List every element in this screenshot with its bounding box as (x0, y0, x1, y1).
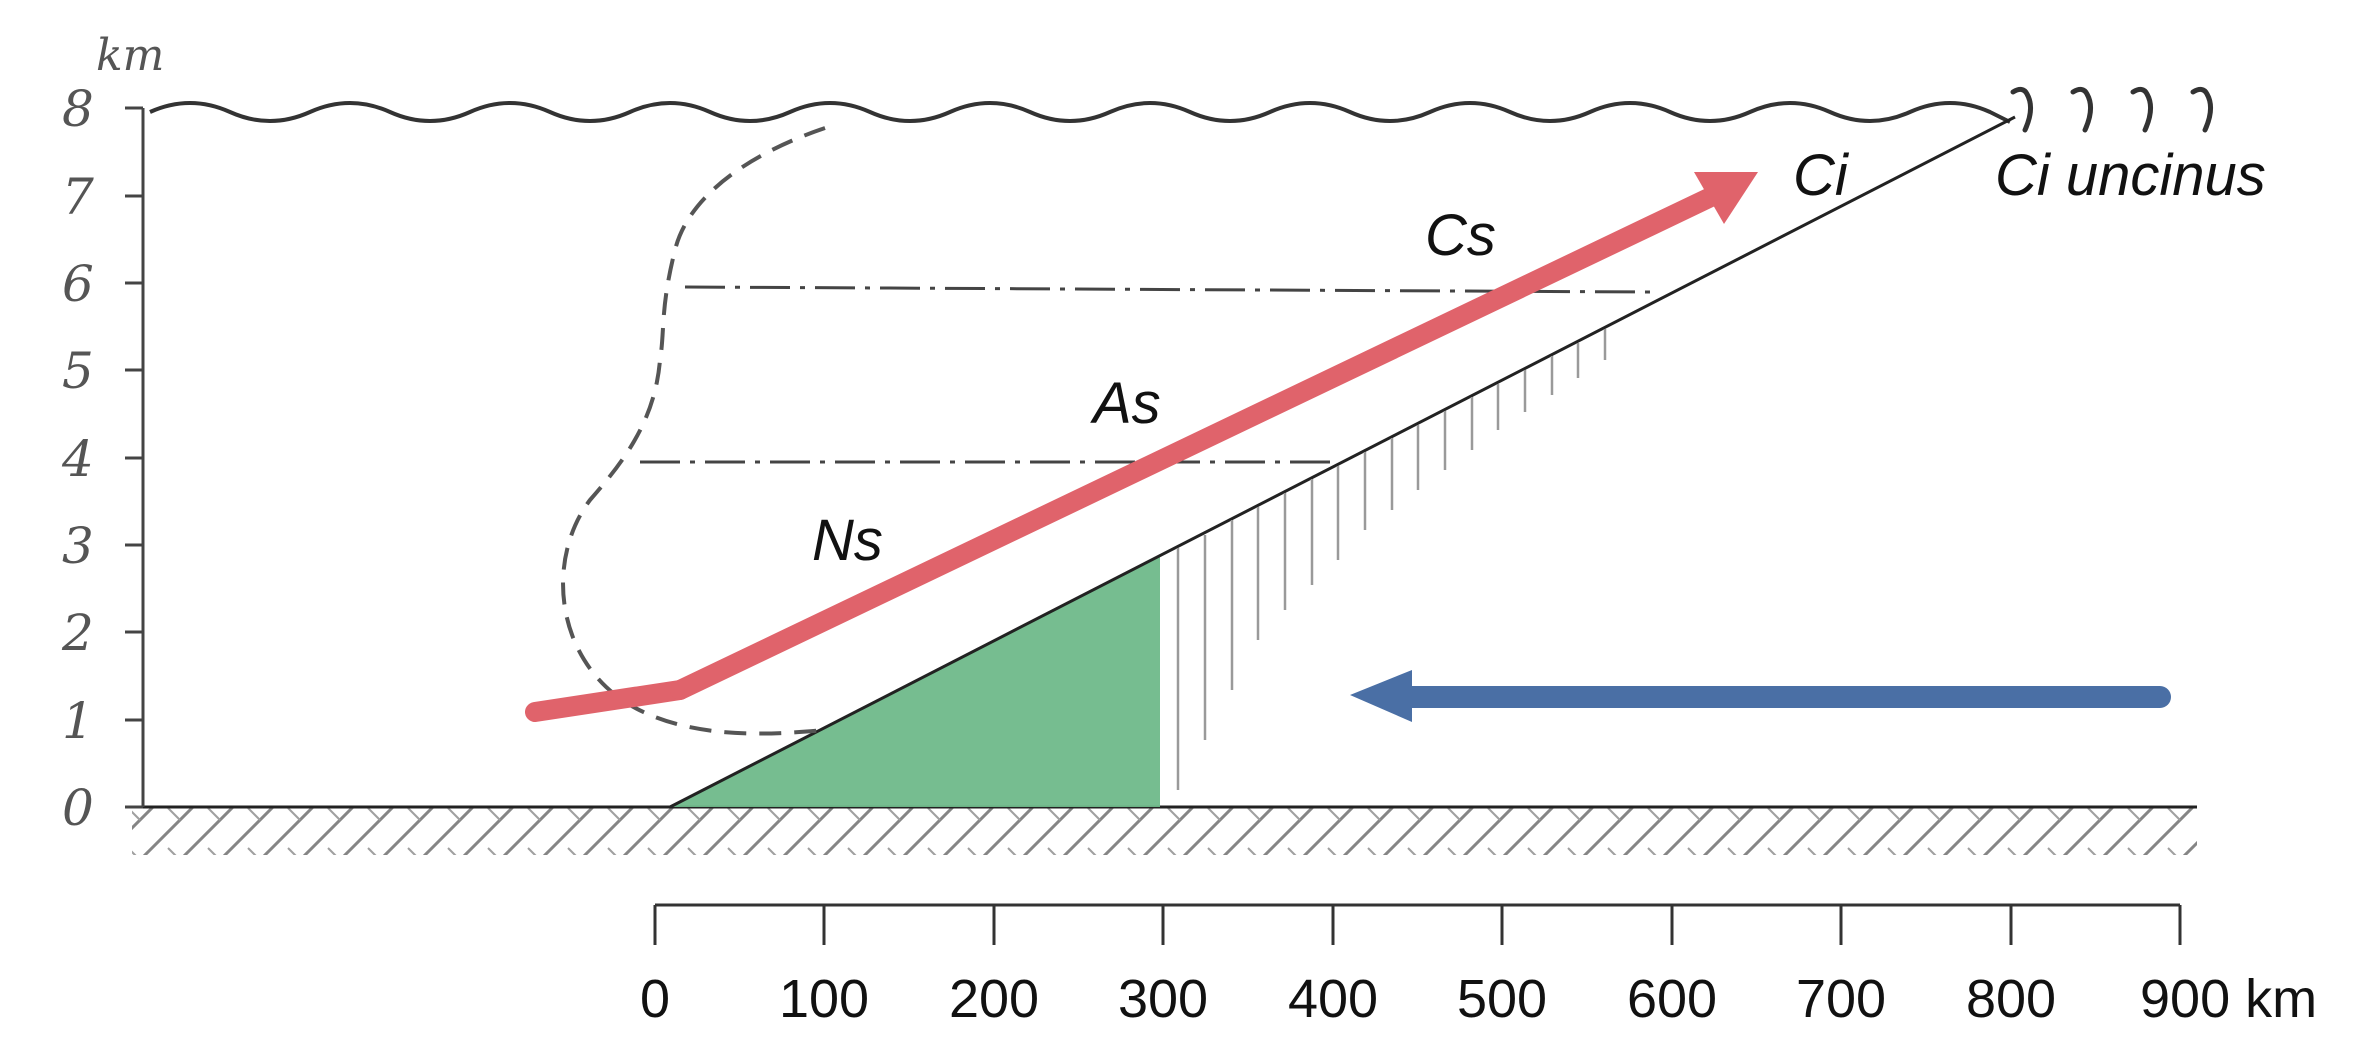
y-unit-label: km (96, 30, 164, 81)
cloud-label-ci-uncinus: Ci uncinus (1995, 143, 2266, 208)
x-tick-label: 800 (1966, 969, 2056, 1029)
y-tick-label: 1 (62, 692, 94, 750)
y-tick-label: 8 (62, 80, 94, 138)
y-tick-label: 0 (62, 779, 94, 837)
x-tick-label: 600 (1627, 969, 1717, 1029)
y-tick-label: 7 (62, 168, 94, 226)
x-tick-label: 100 (779, 969, 869, 1029)
y-tick-label: 3 (62, 517, 94, 575)
cold-air-arrowhead (1350, 670, 1412, 722)
y-tick-label: 4 (61, 430, 94, 488)
x-tick-label: 400 (1288, 969, 1378, 1029)
warm-air-arrow-shaft (525, 680, 690, 722)
y-tick-label: 5 (62, 342, 94, 400)
distance-scale-ticks (653, 905, 2182, 945)
cloud-label-ns: Ns (812, 508, 883, 573)
x-tick-label: 0 (640, 969, 670, 1029)
x-tick-label: 700 (1796, 969, 1886, 1029)
x-tick-label: 200 (949, 969, 1039, 1029)
y-tick-label: 6 (62, 255, 94, 313)
ground-hatch (132, 807, 2197, 855)
x-tick-label: 300 (1118, 969, 1208, 1029)
cirrus-uncinus-icon (2010, 86, 2213, 133)
x-tick-label: 500 (1457, 969, 1547, 1029)
x-tick-label-last: 900 km (2140, 969, 2317, 1029)
precipitation-streaks (1176, 329, 1607, 790)
frontal-surface (669, 115, 2016, 809)
cloud-label-ci: Ci (1793, 143, 1850, 208)
cloud-label-cs: Cs (1425, 203, 1496, 268)
level-line-6km (684, 285, 1651, 294)
y-tick-label: 2 (61, 604, 94, 662)
cloud-label-as: As (1090, 371, 1161, 436)
y-axis-ticks (125, 106, 143, 809)
tropopause-wave (149, 101, 2011, 124)
cloud-boundary-dashed (561, 126, 826, 736)
warm-air-arrow-shaft (670, 185, 1725, 700)
warm-air-arrowhead (1694, 172, 1758, 224)
